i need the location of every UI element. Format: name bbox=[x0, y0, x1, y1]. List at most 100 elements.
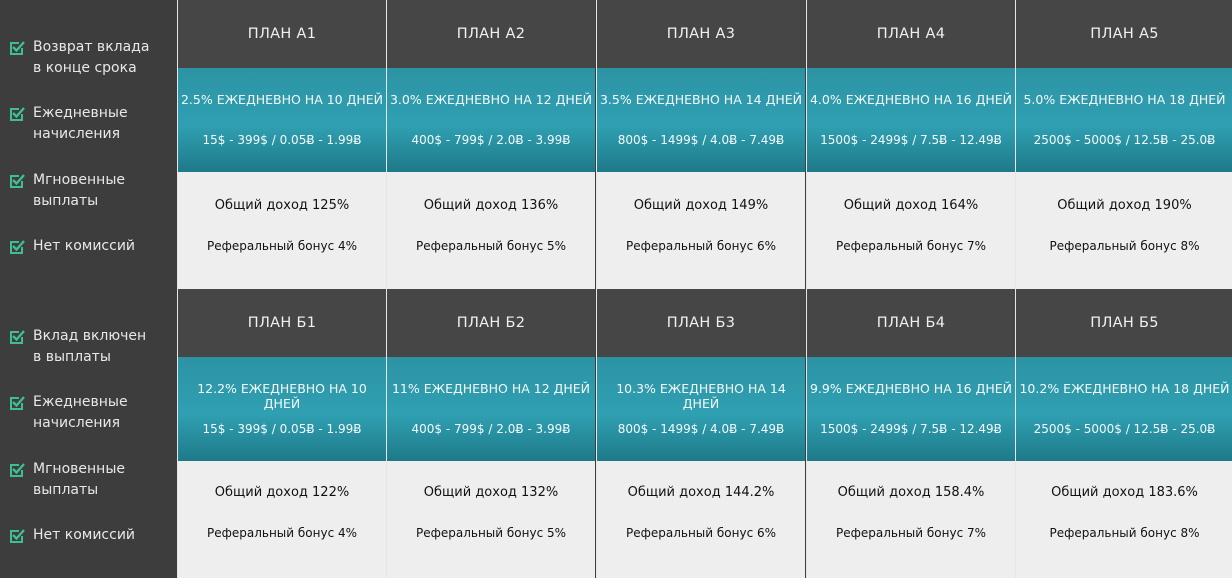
plan-summary: Общий доход 164% Реферальный бонус 7% bbox=[807, 172, 1015, 289]
plan-terms: 4.0% ЕЖЕДНЕВНО НА 16 ДНЕЙ 1500$ - 2499$ … bbox=[807, 68, 1015, 172]
plan-card-a4[interactable]: ПЛАН А4 4.0% ЕЖЕДНЕВНО НА 16 ДНЕЙ 1500$ … bbox=[806, 0, 1015, 289]
features-list: Возврат вклада в конце срока Ежедневные … bbox=[0, 0, 177, 289]
plan-total-income: Общий доход 122% bbox=[214, 485, 350, 500]
plan-card-b3[interactable]: ПЛАН Б3 10.3% ЕЖЕДНЕВНО НА 14 ДНЕЙ 800$ … bbox=[596, 289, 805, 578]
feature-label: Ежедневные начисления bbox=[33, 394, 128, 431]
plan-title: ПЛАН А4 bbox=[807, 0, 1015, 68]
plan-rate: 3.5% ЕЖЕДНЕВНО НА 14 ДНЕЙ bbox=[599, 92, 803, 107]
plan-summary: Общий доход 183.6% Реферальный бонус 8% bbox=[1016, 461, 1232, 578]
plans-section-b: Вклад включен в выплаты Ежедневные начис… bbox=[0, 289, 1232, 578]
plan-title: ПЛАН Б4 bbox=[807, 289, 1015, 357]
plan-rate: 12.2% ЕЖЕДНЕВНО НА 10 ДНЕЙ bbox=[197, 381, 367, 411]
feature-label: Нет комиссий bbox=[33, 527, 136, 543]
plan-title: ПЛАН Б2 bbox=[387, 289, 595, 357]
plan-terms: 12.2% ЕЖЕДНЕВНО НА 10 ДНЕЙ 15$ - 399$ / … bbox=[178, 357, 386, 461]
plan-title: ПЛАН Б5 bbox=[1016, 289, 1232, 357]
checkbox-check-icon bbox=[8, 527, 26, 545]
plan-total-income: Общий доход 149% bbox=[633, 198, 769, 213]
feature-item: Ежедневные начисления bbox=[8, 103, 143, 145]
plan-card-b4[interactable]: ПЛАН Б4 9.9% ЕЖЕДНЕВНО НА 16 ДНЕЙ 1500$ … bbox=[806, 289, 1015, 578]
checkbox-check-icon bbox=[8, 39, 26, 57]
plan-total-income: Общий доход 125% bbox=[214, 198, 350, 213]
plan-total-income: Общий доход 136% bbox=[423, 198, 559, 213]
plan-card-a3[interactable]: ПЛАН А3 3.5% ЕЖЕДНЕВНО НА 14 ДНЕЙ 800$ -… bbox=[596, 0, 805, 289]
plan-terms: 3.5% ЕЖЕДНЕВНО НА 14 ДНЕЙ 800$ - 1499$ /… bbox=[597, 68, 805, 172]
plan-summary: Общий доход 144.2% Реферальный бонус 6% bbox=[597, 461, 805, 578]
plan-summary: Общий доход 190% Реферальный бонус 8% bbox=[1016, 172, 1232, 289]
feature-item: Ежедневные начисления bbox=[8, 392, 143, 434]
plan-terms: 3.0% ЕЖЕДНЕВНО НА 12 ДНЕЙ 400$ - 799$ / … bbox=[387, 68, 595, 172]
plan-terms: 11% ЕЖЕДНЕВНО НА 12 ДНЕЙ 400$ - 799$ / 2… bbox=[387, 357, 595, 461]
plan-summary: Общий доход 149% Реферальный бонус 6% bbox=[597, 172, 805, 289]
features-list: Вклад включен в выплаты Ежедневные начис… bbox=[0, 289, 177, 578]
feature-item: Возврат вклада в конце срока bbox=[8, 37, 158, 79]
feature-label: Мгновенные выплаты bbox=[33, 172, 125, 209]
plan-terms: 2.5% ЕЖЕДНЕВНО НА 10 ДНЕЙ 15$ - 399$ / 0… bbox=[178, 68, 386, 172]
plan-title: ПЛАН А3 bbox=[597, 0, 805, 68]
plan-rate: 11% ЕЖЕДНЕВНО НА 12 ДНЕЙ bbox=[391, 381, 591, 396]
plan-deposit-range: 1500$ - 2499$ / 7.5Ƀ - 12.49Ƀ bbox=[820, 133, 1002, 147]
plan-terms: 5.0% ЕЖЕДНЕВНО НА 18 ДНЕЙ 2500$ - 5000$ … bbox=[1016, 68, 1232, 172]
plan-deposit-range: 15$ - 399$ / 0.05Ƀ - 1.99Ƀ bbox=[202, 422, 362, 436]
plan-referral-bonus: Реферальный бонус 5% bbox=[415, 526, 567, 540]
plan-rate: 10.2% ЕЖЕДНЕВНО НА 18 ДНЕЙ bbox=[1019, 381, 1230, 396]
plan-rate: 10.3% ЕЖЕДНЕВНО НА 14 ДНЕЙ bbox=[616, 381, 786, 411]
plan-title: ПЛАН Б3 bbox=[597, 289, 805, 357]
plan-referral-bonus: Реферальный бонус 6% bbox=[625, 239, 777, 253]
checkbox-check-icon bbox=[8, 461, 26, 479]
plan-card-b1[interactable]: ПЛАН Б1 12.2% ЕЖЕДНЕВНО НА 10 ДНЕЙ 15$ -… bbox=[177, 289, 386, 578]
plan-total-income: Общий доход 190% bbox=[1057, 198, 1192, 213]
feature-label: Вклад включен в выплаты bbox=[33, 328, 147, 365]
plan-terms: 10.2% ЕЖЕДНЕВНО НА 18 ДНЕЙ 2500$ - 5000$… bbox=[1016, 357, 1232, 461]
feature-item: Нет комиссий bbox=[8, 525, 163, 546]
plan-title: ПЛАН Б1 bbox=[178, 289, 386, 357]
plan-deposit-range: 2500$ - 5000$ / 12.5Ƀ - 25.0Ƀ bbox=[1033, 422, 1216, 436]
plan-summary: Общий доход 122% Реферальный бонус 4% bbox=[178, 461, 386, 578]
checkbox-check-icon bbox=[8, 105, 26, 123]
plan-referral-bonus: Реферальный бонус 7% bbox=[835, 239, 987, 253]
plan-total-income: Общий доход 183.6% bbox=[1051, 485, 1198, 500]
feature-label: Мгновенные выплаты bbox=[33, 461, 125, 498]
plan-terms: 10.3% ЕЖЕДНЕВНО НА 14 ДНЕЙ 800$ - 1499$ … bbox=[597, 357, 805, 461]
plan-card-b5[interactable]: ПЛАН Б5 10.2% ЕЖЕДНЕВНО НА 18 ДНЕЙ 2500$… bbox=[1015, 289, 1232, 578]
plan-referral-bonus: Реферальный бонус 8% bbox=[1049, 526, 1200, 540]
plan-title: ПЛАН А2 bbox=[387, 0, 595, 68]
plan-rate: 2.5% ЕЖЕДНЕВНО НА 10 ДНЕЙ bbox=[180, 92, 384, 107]
plan-deposit-range: 15$ - 399$ / 0.05Ƀ - 1.99Ƀ bbox=[202, 133, 362, 147]
plan-referral-bonus: Реферальный бонус 4% bbox=[206, 526, 358, 540]
plan-summary: Общий доход 136% Реферальный бонус 5% bbox=[387, 172, 595, 289]
plan-deposit-range: 2500$ - 5000$ / 12.5Ƀ - 25.0Ƀ bbox=[1033, 133, 1216, 147]
plan-card-b2[interactable]: ПЛАН Б2 11% ЕЖЕДНЕВНО НА 12 ДНЕЙ 400$ - … bbox=[386, 289, 595, 578]
plan-rate: 3.0% ЕЖЕДНЕВНО НА 12 ДНЕЙ bbox=[389, 92, 593, 107]
plans-section-a: Возврат вклада в конце срока Ежедневные … bbox=[0, 0, 1232, 289]
plan-total-income: Общий доход 144.2% bbox=[627, 485, 775, 500]
plan-deposit-range: 400$ - 799$ / 2.0Ƀ - 3.99Ƀ bbox=[411, 422, 571, 436]
plan-deposit-range: 400$ - 799$ / 2.0Ƀ - 3.99Ƀ bbox=[411, 133, 571, 147]
plan-referral-bonus: Реферальный бонус 5% bbox=[415, 239, 567, 253]
plan-deposit-range: 1500$ - 2499$ / 7.5Ƀ - 12.49Ƀ bbox=[820, 422, 1002, 436]
checkbox-check-icon bbox=[8, 172, 26, 190]
plan-total-income: Общий доход 132% bbox=[423, 485, 559, 500]
feature-item: Мгновенные выплаты bbox=[8, 170, 143, 212]
feature-label: Нет комиссий bbox=[33, 238, 136, 254]
plan-referral-bonus: Реферальный бонус 8% bbox=[1049, 239, 1200, 253]
plan-card-a1[interactable]: ПЛАН А1 2.5% ЕЖЕДНЕВНО НА 10 ДНЕЙ 15$ - … bbox=[177, 0, 386, 289]
checkbox-check-icon bbox=[8, 238, 26, 256]
plan-deposit-range: 800$ - 1499$ / 4.0Ƀ - 7.49Ƀ bbox=[617, 422, 785, 436]
plan-card-a2[interactable]: ПЛАН А2 3.0% ЕЖЕДНЕВНО НА 12 ДНЕЙ 400$ -… bbox=[386, 0, 595, 289]
plan-referral-bonus: Реферальный бонус 4% bbox=[206, 239, 358, 253]
feature-item: Нет комиссий bbox=[8, 236, 163, 257]
plan-rate: 4.0% ЕЖЕДНЕВНО НА 16 ДНЕЙ bbox=[809, 92, 1013, 107]
feature-item: Мгновенные выплаты bbox=[8, 459, 143, 501]
plan-referral-bonus: Реферальный бонус 7% bbox=[835, 526, 987, 540]
checkbox-check-icon bbox=[8, 328, 26, 346]
plan-referral-bonus: Реферальный бонус 6% bbox=[625, 526, 777, 540]
plan-rate: 9.9% ЕЖЕДНЕВНО НА 16 ДНЕЙ bbox=[809, 381, 1013, 396]
feature-label: Возврат вклада в конце срока bbox=[33, 39, 150, 76]
plan-total-income: Общий доход 164% bbox=[843, 198, 979, 213]
plan-title: ПЛАН А5 bbox=[1016, 0, 1232, 68]
checkbox-check-icon bbox=[8, 394, 26, 412]
plan-rate: 5.0% ЕЖЕДНЕВНО НА 18 ДНЕЙ bbox=[1023, 92, 1226, 107]
plan-terms: 9.9% ЕЖЕДНЕВНО НА 16 ДНЕЙ 1500$ - 2499$ … bbox=[807, 357, 1015, 461]
plan-card-a5[interactable]: ПЛАН А5 5.0% ЕЖЕДНЕВНО НА 18 ДНЕЙ 2500$ … bbox=[1015, 0, 1232, 289]
